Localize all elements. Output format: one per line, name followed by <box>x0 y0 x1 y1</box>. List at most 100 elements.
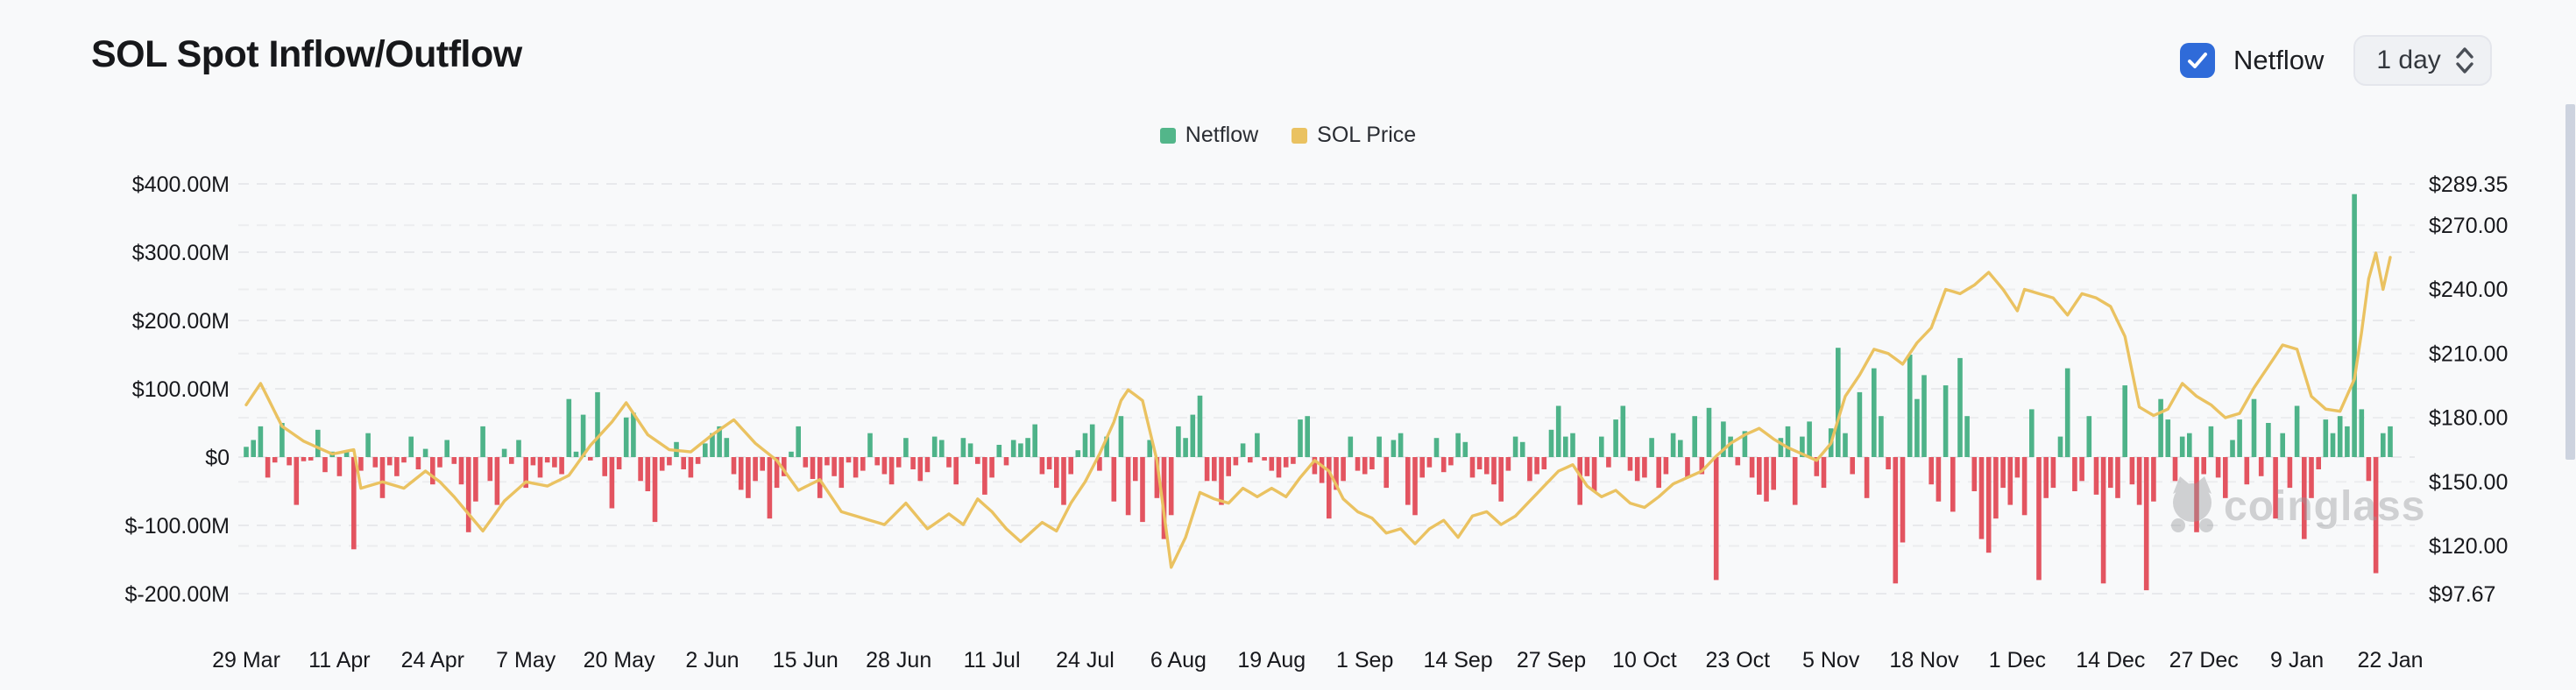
x-axis-label: 1 Sep <box>1336 648 1393 672</box>
netflow-bar <box>1785 426 1791 457</box>
netflow-bar <box>2208 426 2214 457</box>
netflow-bar <box>1757 457 1762 495</box>
chevron-up-down-icon <box>2456 47 2473 74</box>
netflow-bar <box>2230 440 2235 457</box>
netflow-bar <box>2388 426 2393 457</box>
x-axis-label: 9 Jan <box>2270 648 2324 672</box>
netflow-bar <box>1412 457 1418 516</box>
netflow-bar <box>1928 457 1934 485</box>
netflow-bar <box>910 457 916 469</box>
netflow-bar <box>853 457 859 478</box>
netflow-bar <box>1670 433 1676 457</box>
netflow-bar <box>1692 416 1697 457</box>
netflow-bar <box>258 426 264 457</box>
netflow-bar <box>1219 457 1224 505</box>
netflow-bar <box>386 457 393 466</box>
netflow-bar <box>2165 419 2171 457</box>
netflow-bar <box>1555 405 1561 457</box>
netflow-bar <box>1850 457 1855 475</box>
netflow-bar <box>2345 426 2350 457</box>
netflow-bar <box>874 457 880 466</box>
netflow-bar <box>953 457 959 485</box>
netflow-bar <box>1914 398 1920 457</box>
netflow-bar <box>1893 457 1899 584</box>
netflow-bar <box>2294 405 2300 457</box>
netflow-bar <box>667 457 672 466</box>
legend-label: Netflow <box>1185 123 1259 147</box>
netflow-bar <box>1168 457 1174 516</box>
netflow-bar <box>753 457 758 482</box>
netflow-bar <box>1319 457 1325 483</box>
netflow-bar <box>537 457 543 478</box>
netflow-bar <box>272 457 278 463</box>
legend-item-sol-price[interactable]: SOL Price <box>1292 123 1416 148</box>
y-axis-label-left: $-200.00M <box>124 582 230 607</box>
netflow-bar <box>903 438 909 457</box>
x-axis-label: 28 Jun <box>866 648 931 672</box>
vertical-scrollbar-thumb[interactable] <box>2565 104 2575 460</box>
netflow-bar <box>1419 457 1425 478</box>
netflow-bar <box>839 457 845 489</box>
netflow-bar <box>1879 416 1884 457</box>
netflow-bar <box>544 457 550 463</box>
netflow-bar <box>996 445 1002 457</box>
netflow-bar <box>609 457 615 509</box>
netflow-bar <box>789 451 794 457</box>
netflow-checkbox-label[interactable]: Netflow <box>2233 45 2325 75</box>
netflow-bar <box>451 457 457 464</box>
netflow-bar <box>1950 457 1956 512</box>
netflow-bar <box>681 457 686 469</box>
netflow-bar <box>2057 436 2063 457</box>
netflow-bar <box>1312 457 1318 475</box>
netflow-bar <box>1183 438 1188 457</box>
netflow-bar <box>1104 436 1109 457</box>
x-axis-label: 7 May <box>496 648 556 672</box>
netflow-bar <box>2115 457 2120 498</box>
y-axis-label-right: $150.00 <box>2429 470 2508 495</box>
netflow-bar <box>1154 457 1160 498</box>
x-axis-label: 23 Oct <box>1705 648 1770 672</box>
netflow-bar <box>817 457 823 498</box>
netflow-bar <box>2100 457 2106 584</box>
netflow-bar <box>1341 457 1346 482</box>
netflow-bar <box>1728 436 1733 457</box>
netflow-bar <box>1147 440 1152 457</box>
netflow-bar <box>746 457 751 498</box>
x-axis-label: 15 Jun <box>773 648 839 672</box>
netflow-bar <box>1843 433 1848 457</box>
netflow-bar <box>867 433 873 457</box>
netflow-bar <box>1369 457 1375 469</box>
netflow-bar <box>294 457 300 505</box>
netflow-bar <box>1226 457 1231 476</box>
netflow-bar <box>2136 457 2142 505</box>
netflow-bar <box>1376 436 1382 457</box>
interval-select[interactable]: 1 day <box>2353 35 2492 86</box>
netflow-bar <box>1771 457 1776 490</box>
netflow-bar <box>1642 457 1647 478</box>
netflow-bar <box>408 436 414 457</box>
netflow-bar <box>2122 385 2127 457</box>
netflow-bar <box>559 457 564 475</box>
netflow-bar <box>1613 419 1618 457</box>
netflow-bar <box>372 457 379 468</box>
x-axis-label: 24 Jul <box>1056 648 1115 672</box>
x-axis-label: 1 Dec <box>1989 648 2046 672</box>
netflow-bar <box>1649 438 1654 457</box>
netflow-bar <box>832 457 837 476</box>
netflow-bar <box>1541 457 1547 469</box>
netflow-bar <box>1563 436 1568 457</box>
netflow-bar <box>1032 424 1037 457</box>
netflow-bar <box>1721 421 1726 457</box>
netflow-bar <box>523 457 528 489</box>
netflow-checkbox[interactable] <box>2180 43 2215 78</box>
netflow-bar <box>774 457 780 489</box>
netflow-bar <box>1921 375 1927 457</box>
x-axis-label: 20 May <box>584 648 655 672</box>
netflow-bar <box>1836 348 1841 457</box>
netflow-bar <box>717 426 722 457</box>
legend-item-netflow[interactable]: Netflow <box>1159 123 1259 148</box>
netflow-bar <box>1089 424 1095 457</box>
netflow-bar <box>1440 457 1447 473</box>
netflow-bar <box>422 448 428 457</box>
